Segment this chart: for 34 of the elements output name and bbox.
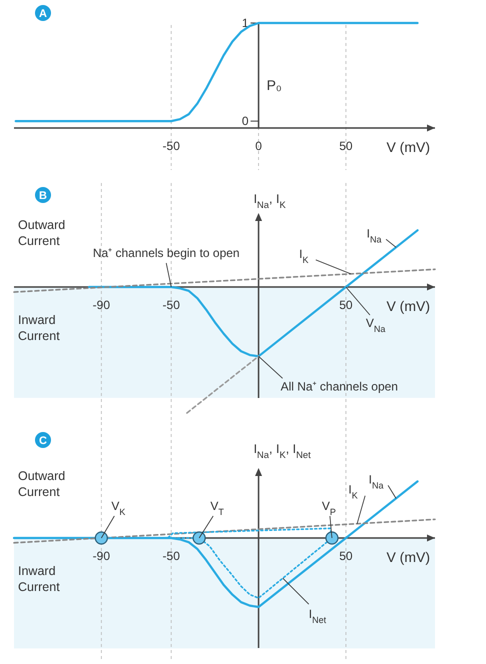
annotation: V$_{P}$ <box>322 499 336 517</box>
y-axis-title: I$_{Na}$, I$_{K}$ <box>254 192 286 210</box>
x-tick-label: 50 <box>339 549 353 563</box>
annotation: Inward Current <box>18 564 60 594</box>
chart-title: A <box>39 8 48 20</box>
x-tick-label: 50 <box>339 298 353 312</box>
x-axis-title: V (mV) <box>386 549 430 565</box>
annotation: V$_{K}$ <box>111 499 126 517</box>
annotation: Na⁺ channels begin to open <box>92 246 240 260</box>
annotation: V$_{T}$ <box>210 499 224 517</box>
x-tick-label: 50 <box>339 139 353 153</box>
x-tick-label: -50 <box>162 139 180 153</box>
annotation: All Na⁺ channels open <box>280 379 398 394</box>
x-axis-title: V (mV) <box>386 298 430 314</box>
annotation: Inward Current <box>18 313 60 343</box>
y-axis-title: P₀ <box>266 77 282 93</box>
x-tick-label: 0 <box>255 139 262 153</box>
series-label: I$_{Na}$ <box>368 472 384 490</box>
x-axis-title: V (mV) <box>386 139 430 155</box>
x-tick-label: -50 <box>162 549 180 563</box>
chart-title: C <box>39 435 48 447</box>
x-tick-label: -90 <box>92 298 110 312</box>
y-tick-label: 1 <box>242 16 249 30</box>
x-tick-label: -50 <box>162 298 180 312</box>
chart-title: B <box>39 190 48 202</box>
annotation: Outward Current <box>18 218 66 248</box>
x-tick-label: -90 <box>92 549 110 563</box>
y-axis-title: I$_{Na}$, I$_{K}$, I$_{Net}$ <box>254 442 312 460</box>
series-label: I$_{K}$ <box>299 246 308 265</box>
annotation: Outward Current <box>18 469 66 499</box>
series-label: I$_{K}$ <box>348 482 358 501</box>
text: I$_{Net}$ <box>308 607 327 626</box>
annotation: V$_{Na}$ <box>366 316 386 334</box>
series-label: I$_{Na}$ <box>366 226 382 244</box>
